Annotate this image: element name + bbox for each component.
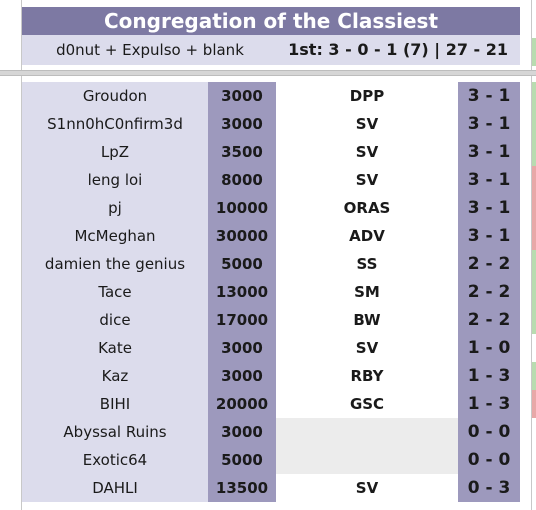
player-points: 3000 [208,82,276,110]
player-name: Exotic64 [22,446,208,474]
player-points: 30000 [208,222,276,250]
table-row: damien the genius 5000 SS 2 - 2 [22,250,520,278]
player-record: 3 - 1 [458,166,520,194]
player-record: 3 - 1 [458,82,520,110]
table-row: Abyssal Ruins 3000 0 - 0 [22,418,520,446]
player-generation: ADV [276,222,458,250]
table-row: BIHI 20000 GSC 1 - 3 [22,390,520,418]
player-record: 0 - 0 [458,446,520,474]
player-points: 3000 [208,418,276,446]
player-name: S1nn0hC0nfirm3d [22,110,208,138]
player-record: 3 - 1 [458,110,520,138]
table-row: McMeghan 30000 ADV 3 - 1 [22,222,520,250]
table-row: LpZ 3500 SV 3 - 1 [22,138,520,166]
player-record: 2 - 2 [458,278,520,306]
player-name: Kate [22,334,208,362]
table-row: leng loi 8000 SV 3 - 1 [22,166,520,194]
player-generation: SV [276,334,458,362]
result-indicator [532,250,536,278]
player-generation: SV [276,110,458,138]
player-generation: SV [276,138,458,166]
table-row: Kaz 3000 RBY 1 - 3 [22,362,520,390]
result-indicator [532,418,536,446]
player-generation: ORAS [276,194,458,222]
player-points: 3000 [208,334,276,362]
player-name: damien the genius [22,250,208,278]
table-row: pj 10000 ORAS 3 - 1 [22,194,520,222]
player-generation [276,446,458,474]
result-indicator [532,362,536,390]
player-points: 20000 [208,390,276,418]
grid-line [531,0,532,510]
player-points: 10000 [208,194,276,222]
player-generation: RBY [276,362,458,390]
player-generation: BW [276,306,458,334]
player-generation: SV [276,166,458,194]
table-row: DAHLI 13500 SV 0 - 3 [22,474,520,502]
player-name: McMeghan [22,222,208,250]
player-name: BIHI [22,390,208,418]
team-info-bar: d0nut + Expulso + blank 1st: 3 - 0 - 1 (… [22,35,520,65]
result-indicator [532,390,536,418]
player-name: Tace [22,278,208,306]
player-points: 17000 [208,306,276,334]
result-indicator [532,222,536,250]
player-name: Abyssal Ruins [22,418,208,446]
player-generation: SM [276,278,458,306]
player-name: Groudon [22,82,208,110]
player-generation: SV [276,474,458,502]
team-members: d0nut + Expulso + blank [56,41,244,59]
result-indicator [532,138,536,166]
player-points: 3000 [208,362,276,390]
table-row: Groudon 3000 DPP 3 - 1 [22,82,520,110]
player-points: 13500 [208,474,276,502]
result-indicator [532,82,536,110]
player-generation: GSC [276,390,458,418]
player-name: dice [22,306,208,334]
result-indicator [532,278,536,306]
result-indicator [532,446,536,474]
player-record: 1 - 3 [458,362,520,390]
player-points: 5000 [208,250,276,278]
player-record: 3 - 1 [458,194,520,222]
player-points: 3500 [208,138,276,166]
table-row: Kate 3000 SV 1 - 0 [22,334,520,362]
result-indicator [532,166,536,194]
player-record: 0 - 0 [458,418,520,446]
player-points: 13000 [208,278,276,306]
result-indicator [532,334,536,362]
table-row: Tace 13000 SM 2 - 2 [22,278,520,306]
player-points: 8000 [208,166,276,194]
player-points: 5000 [208,446,276,474]
player-name: leng loi [22,166,208,194]
table-row: dice 17000 BW 2 - 2 [22,306,520,334]
section-divider [0,70,536,76]
player-name: Kaz [22,362,208,390]
result-indicator [532,306,536,334]
team-standing: 1st: 3 - 0 - 1 (7) | 27 - 21 [288,40,508,59]
player-record: 2 - 2 [458,306,520,334]
team-title: Congregation of the Classiest [22,7,520,35]
result-indicator [532,474,536,502]
player-record: 1 - 3 [458,390,520,418]
player-name: pj [22,194,208,222]
grid-line [21,0,22,510]
player-record: 3 - 1 [458,138,520,166]
player-points: 3000 [208,110,276,138]
player-name: DAHLI [22,474,208,502]
player-record: 0 - 3 [458,474,520,502]
player-generation: DPP [276,82,458,110]
table-row: Exotic64 5000 0 - 0 [22,446,520,474]
result-indicator [532,194,536,222]
roster-table: Groudon 3000 DPP 3 - 1 S1nn0hC0nfirm3d 3000 SV… [22,82,520,502]
player-record: 3 - 1 [458,222,520,250]
player-record: 1 - 0 [458,334,520,362]
table-row: S1nn0hC0nfirm3d 3000 SV 3 - 1 [22,110,520,138]
player-generation: SS [276,250,458,278]
player-name: LpZ [22,138,208,166]
player-generation [276,418,458,446]
result-indicator [532,38,536,66]
result-indicator [532,110,536,138]
player-record: 2 - 2 [458,250,520,278]
